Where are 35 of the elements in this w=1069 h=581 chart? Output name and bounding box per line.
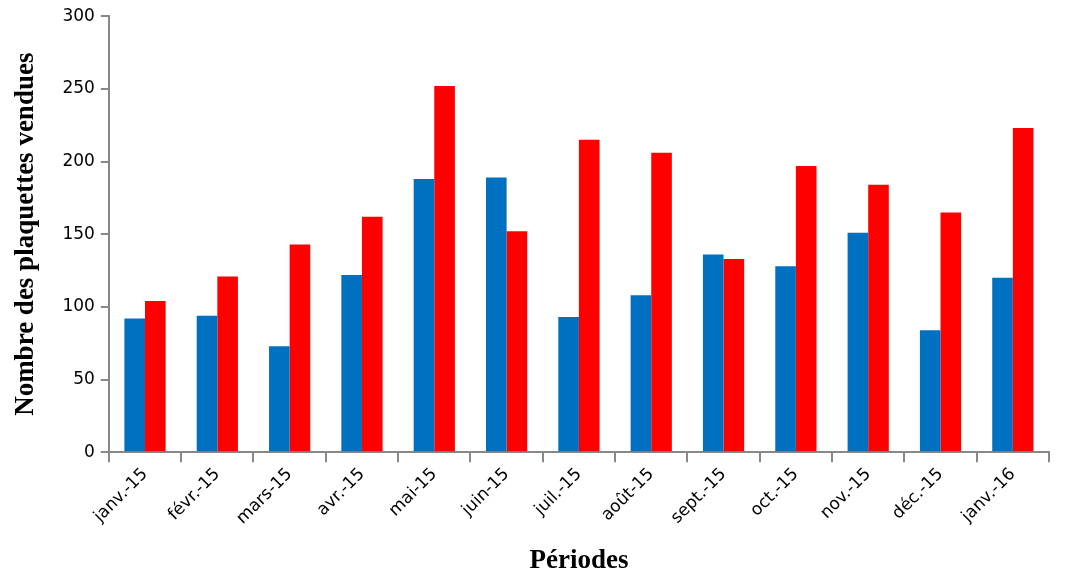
y-tick-label: 300 bbox=[62, 4, 95, 25]
bar bbox=[702, 254, 724, 452]
bar bbox=[434, 85, 455, 452]
y-tick-label: 0 bbox=[84, 440, 95, 461]
bar bbox=[196, 315, 218, 452]
bar bbox=[485, 177, 507, 452]
x-axis-title: Périodes bbox=[529, 543, 629, 574]
bar bbox=[361, 216, 383, 452]
bar bbox=[775, 266, 796, 452]
bar bbox=[940, 212, 962, 452]
bar bbox=[795, 165, 817, 452]
y-tick-label: 100 bbox=[62, 295, 95, 316]
bar bbox=[558, 317, 579, 452]
bar bbox=[1012, 128, 1034, 452]
bar bbox=[145, 301, 166, 452]
bar bbox=[578, 139, 600, 452]
bar bbox=[651, 152, 672, 452]
y-tick-label: 150 bbox=[62, 222, 95, 243]
bar bbox=[413, 179, 435, 452]
y-tick-label: 50 bbox=[73, 368, 95, 389]
bar bbox=[341, 274, 362, 452]
y-tick-label: 250 bbox=[62, 77, 95, 98]
bar bbox=[992, 277, 1013, 452]
bar bbox=[217, 276, 238, 452]
bar bbox=[269, 346, 290, 452]
bar bbox=[723, 258, 745, 452]
y-axis-title: Nombre des plaquettes vendues bbox=[9, 52, 40, 416]
bar bbox=[630, 295, 652, 452]
bar bbox=[847, 232, 869, 452]
bar bbox=[506, 231, 528, 452]
bar bbox=[289, 244, 311, 452]
bar bbox=[124, 318, 146, 452]
bar bbox=[919, 330, 941, 452]
y-tick-label: 200 bbox=[62, 149, 95, 170]
bar bbox=[868, 184, 889, 452]
